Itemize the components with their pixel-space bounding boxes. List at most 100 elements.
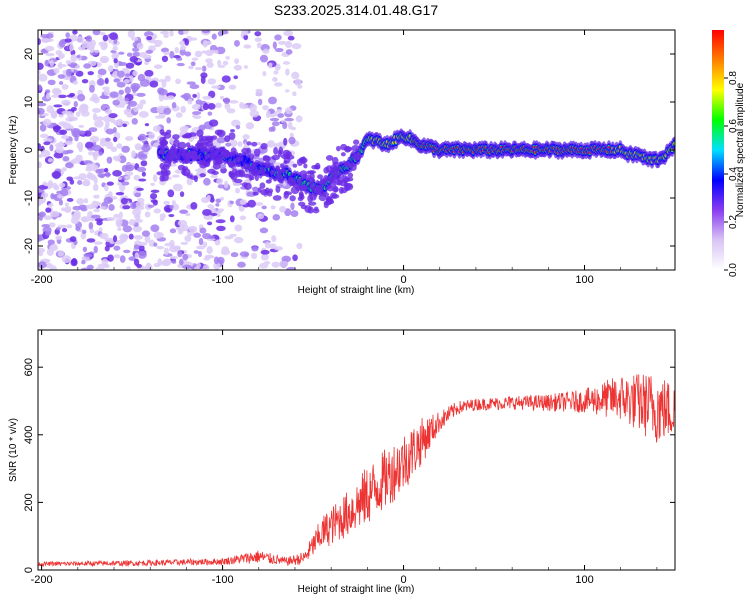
spectrogram-noise-cell (72, 205, 82, 211)
spectrogram-noise-cell (61, 255, 72, 264)
spectrogram-noise-cell (146, 35, 153, 41)
ridge-scatter (265, 160, 271, 169)
y-tick-label: 10 (23, 96, 35, 108)
spectrogram-noise-cell (194, 50, 203, 58)
spectrogram-noise-cell (117, 176, 123, 180)
spectrogram-noise-cell (274, 63, 281, 71)
spectrogram-noise-cell (132, 86, 137, 93)
spectrogram-noise-cell (171, 260, 177, 264)
spectrogram-noise-cell (156, 245, 165, 250)
spectrogram-noise-cell (200, 75, 206, 84)
spectrogram-noise-cell (255, 88, 263, 93)
spectrogram-noise-cell (136, 187, 144, 191)
spectrogram-noise-cell (126, 52, 133, 57)
spectrogram-noise-cell (102, 86, 110, 91)
spectrogram-noise-cell (296, 242, 303, 250)
spectrogram-noise-cell (199, 227, 207, 234)
spectrogram-noise-cell (106, 156, 113, 164)
spectrogram-noise-cell (77, 46, 86, 51)
spectrogram-noise-cell (251, 252, 258, 260)
spectrogram-noise-cell (171, 174, 180, 178)
ridge-scatter (296, 158, 304, 167)
spectrogram-noise-cell (121, 145, 130, 153)
spectrogram-noise-cell (118, 184, 126, 192)
ridge-scatter (228, 132, 236, 140)
spectrogram-noise-cell (222, 60, 229, 66)
spectrogram-noise-cell (108, 203, 115, 211)
ridge-scatter (159, 162, 165, 170)
spectrogram-noise-cell (283, 137, 288, 146)
spectrogram-noise-cell (259, 54, 269, 63)
spectrogram-noise-cell (89, 84, 95, 93)
spectrogram-noise-cell (39, 124, 47, 132)
spectrogram-noise-cell (139, 78, 150, 87)
spectrogram-noise-cell (163, 51, 171, 56)
spectrogram-noise-cell (206, 194, 211, 202)
spectrogram-noise-cell (62, 156, 70, 162)
ridge-scatter (298, 191, 304, 198)
spectrogram-noise-cell (228, 84, 237, 90)
snr-frame (37, 329, 676, 571)
spectrogram-noise-cell (95, 169, 103, 174)
ridge-scatter (314, 206, 319, 211)
x-tick-label: 0 (400, 274, 406, 286)
spectrogram-noise-cell (83, 198, 89, 204)
spectrogram-noise-cell (259, 262, 269, 269)
ridge-scatter (181, 169, 187, 176)
spectrogram-noise-cell (99, 206, 107, 210)
ridge-scatter (262, 155, 270, 161)
ridge-scatter (260, 143, 268, 150)
spectrogram-noise-cell (86, 264, 94, 270)
spectrogram-noise-cell (217, 64, 226, 68)
spectrogram-noise-cell (157, 87, 165, 95)
spectrogram-noise-cell (134, 218, 144, 223)
ridge-scatter (349, 164, 357, 171)
ridge-scatter (205, 153, 215, 159)
spectrogram-noise-cell (259, 227, 269, 234)
spectrogram-noise-cell (81, 260, 86, 265)
spectrogram-noise-cell (109, 91, 119, 98)
ridge-scatter (323, 167, 330, 174)
spectrogram-noise-cell (277, 40, 287, 45)
spectrogram-noise-cell (252, 191, 259, 196)
spectrogram-noise-cell (171, 101, 177, 109)
spectrogram-noise-cell (57, 74, 66, 79)
ridge-scatter (252, 161, 257, 167)
spectrogram-noise-cell (50, 110, 58, 118)
spectrogram-noise-cell (207, 204, 215, 209)
ridge-scatter (203, 137, 212, 144)
spectrogram-noise-cell (58, 81, 64, 85)
spectrogram-noise-cell (274, 246, 283, 251)
spectrogram-noise-cell (152, 174, 158, 183)
spectrogram-noise-cell (73, 101, 78, 108)
spectrogram-x-ticks: -200 -100 0 100 (31, 30, 658, 286)
spectrogram-noise-cell (125, 136, 134, 141)
spectrogram-noise-cell (86, 204, 96, 210)
ridge-scatter (309, 172, 315, 181)
spectrogram-noise-cell (257, 213, 265, 220)
spectrogram-noise-cell (89, 228, 95, 234)
spectrogram-noise-cell (149, 80, 159, 88)
spectrogram-noise-cell (154, 39, 163, 47)
spectrogram-noise-cell (182, 253, 189, 261)
spectrogram-noise-cell (159, 213, 166, 220)
spectrogram-noise-cell (128, 233, 134, 240)
spectrogram-noise-cell (97, 74, 102, 79)
ridge-scatter (233, 178, 243, 184)
spectrogram-noise-cell (179, 258, 184, 266)
spectrogram-noise-cell (48, 222, 56, 228)
spectrogram-noise-cell (291, 71, 300, 80)
ridge-scatter (190, 150, 197, 159)
ridge-scatter (327, 186, 334, 192)
spectrogram-noise-cell (70, 54, 78, 62)
spectrogram-noise-cell (202, 95, 212, 100)
spectrogram-noise-cell (207, 78, 217, 85)
spectrogram-noise-cell (83, 63, 92, 69)
spectrogram-noise-cell (49, 144, 54, 152)
spectrogram-noise-cell (124, 86, 131, 95)
spectrogram-noise-cell (78, 124, 85, 128)
spectrogram-noise-cell (163, 33, 169, 39)
spectrogram-noise-cell (290, 202, 295, 211)
spectrogram-noise-cell (104, 167, 109, 173)
x-tick-label: -200 (31, 274, 53, 286)
